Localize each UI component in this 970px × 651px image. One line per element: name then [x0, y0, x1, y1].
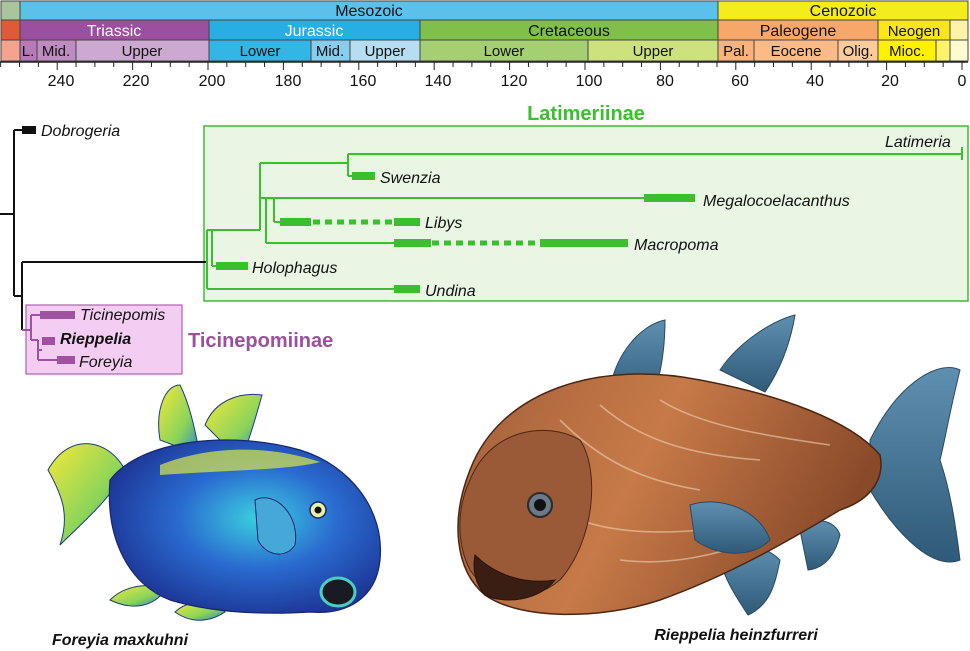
taxon-label-macropoma: Macropoma [634, 237, 719, 254]
epoch-label: Mioc. [889, 43, 925, 60]
ticinepomiinae-branches [22, 314, 57, 361]
axis-tick-label: 180 [275, 73, 302, 90]
era-label: Cenozoic [810, 3, 877, 20]
axis-tick-label: 0 [958, 73, 967, 90]
ticinepomiinae-clade-label: Ticinepomiinae [188, 330, 333, 352]
phylogenetic-tree: Latimeriinae Ticinepomiinae [0, 103, 969, 375]
axis-tick-label: 140 [425, 73, 452, 90]
axis-tick-label: 240 [48, 73, 75, 90]
epoch-label: Mid. [316, 43, 344, 60]
taxon-label-dobrogeria: Dobrogeria [41, 123, 120, 140]
axis-tick-label: 60 [731, 73, 749, 90]
epoch-label: Olig. [843, 43, 874, 60]
taxon-label-foreyia: Foreyia [79, 354, 132, 371]
macropoma-range-bar [540, 239, 628, 247]
period-label: Paleogene [760, 23, 837, 40]
axis-tick-label: 100 [576, 73, 603, 90]
epoch-label: Pal. [723, 43, 749, 60]
axis-tick-label: 200 [199, 73, 226, 90]
axis-tick-label: 120 [501, 73, 528, 90]
epoch-label: Upper [122, 43, 163, 60]
axis-tick-label: 40 [806, 73, 824, 90]
epoch-label: L. [22, 43, 35, 60]
era-label: Mesozoic [335, 3, 403, 20]
taxon-label-ticinepomis: Ticinepomis [80, 307, 165, 324]
period-label: Neogen [888, 23, 941, 40]
taxon-label-rieppelia: Rieppelia [60, 331, 131, 348]
libys-range-bar [394, 218, 420, 226]
foreyia-illustration [47, 384, 382, 621]
dobrogeria-range-bar [22, 126, 36, 134]
latimeriinae-clade-label: Latimeriinae [527, 103, 645, 125]
taxon-label-swenzia: Swenzia [380, 170, 441, 187]
taxon-label-megalocoelacanthus: Megalocoelacanthus [703, 193, 850, 210]
rieppelia-range-bar [42, 337, 55, 345]
caption-foreyia: Foreyia maxkuhni [52, 632, 189, 649]
holophagus-range-bar [216, 262, 248, 270]
taxon-label-undina: Undina [425, 283, 476, 300]
axis-tick-label: 220 [123, 73, 150, 90]
axis-tick-label: 80 [656, 73, 674, 90]
tree-backbone [0, 129, 207, 330]
ticinepomis-range-bar [40, 311, 75, 319]
epoch-label: Mid. [42, 43, 70, 60]
epoch-label: Lower [240, 43, 281, 60]
period-label: Triassic [87, 23, 142, 40]
epoch-label: Eocene [771, 43, 822, 60]
caption-rieppelia: Rieppelia heinzfurreri [654, 627, 818, 644]
foreyia-range-bar [57, 356, 75, 364]
taxon-label-libys: Libys [425, 215, 462, 232]
epoch-label: Upper [365, 43, 406, 60]
undina-range-bar [394, 285, 420, 293]
taxon-label-holophagus: Holophagus [252, 260, 337, 277]
axis-tick-label: 20 [881, 73, 899, 90]
megalocoelacanthus-range-bar [644, 194, 695, 202]
rieppelia-illustration [457, 314, 961, 616]
taxon-label-latimeria: Latimeria [885, 134, 951, 151]
latimeriinae-clade-box [203, 125, 969, 302]
geologic-timescale: Mesozoic Cenozoic Triassic Jurassic Cret… [0, 0, 969, 90]
latimeriinae-branches [206, 147, 963, 290]
macropoma-range-bar [394, 239, 431, 247]
epoch-label: Lower [484, 43, 525, 60]
period-label: Jurassic [285, 23, 344, 40]
period-label: Cretaceous [528, 23, 610, 40]
epoch-label: Upper [633, 43, 674, 60]
libys-range-bar [280, 218, 311, 226]
axis-tick-label: 160 [350, 73, 377, 90]
swenzia-range-bar [352, 172, 375, 180]
